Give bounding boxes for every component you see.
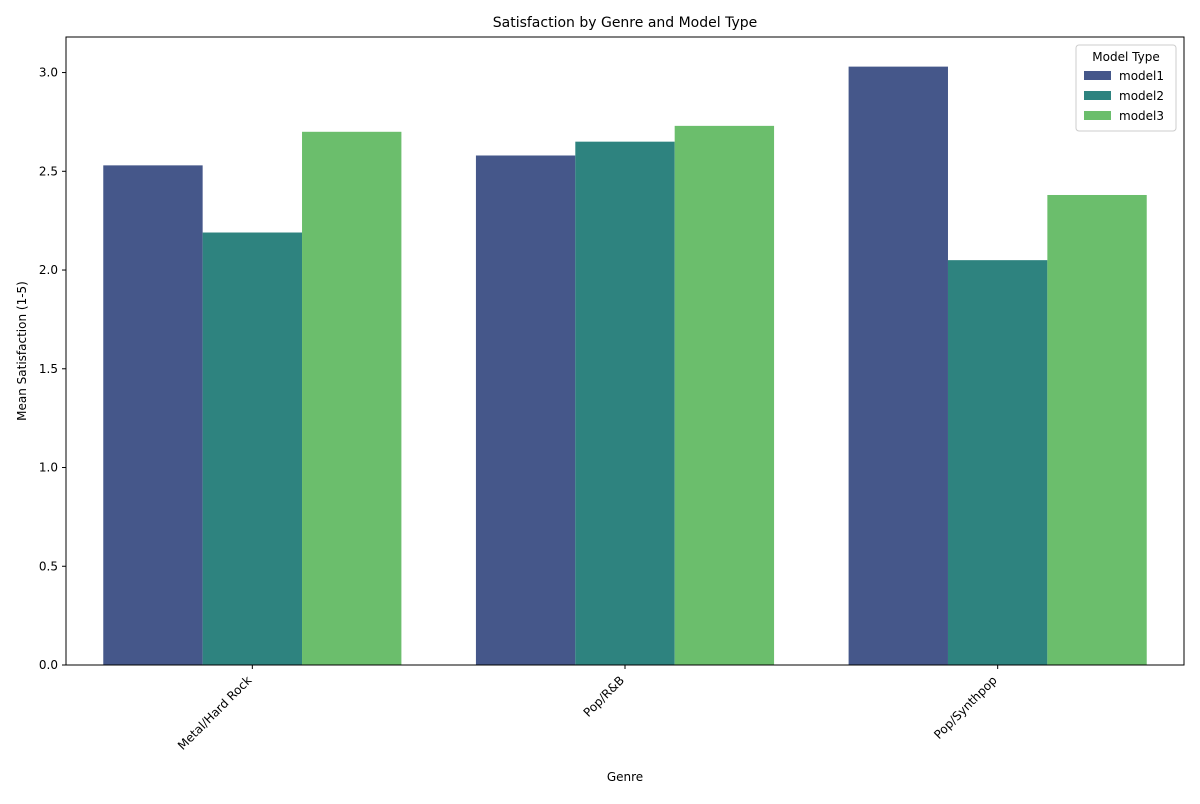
y-axis: 0.0 0.5 1.0 1.5 2.0 2.5 3.0 [39, 66, 66, 672]
legend: Model Type model1 model2 model3 [1075, 44, 1177, 132]
legend-label-model3: model3 [1119, 109, 1164, 123]
bars-group [103, 66, 1147, 666]
bar-model3-1 [674, 125, 775, 666]
y-tick-label-5: 2.5 [39, 164, 58, 178]
bar-model3-2 [1047, 194, 1147, 665]
legend-title: Model Type [1092, 50, 1159, 64]
bar-model2-2 [947, 260, 1048, 665]
y-tick-label-4: 2.0 [39, 263, 58, 277]
y-tick-label-1: 0.5 [39, 559, 58, 573]
x-axis: Metal/Hard Rock Pop/R&B Pop/Synthpop [175, 665, 1000, 753]
x-tick-label-2: Pop/Synthpop [931, 673, 1000, 742]
chart-title: Satisfaction by Genre and Model Type [493, 15, 758, 31]
y-tick-label-0: 0.0 [39, 658, 58, 672]
legend-box [1075, 44, 1177, 132]
legend-swatch-model1 [1084, 71, 1111, 80]
bar-model1-0 [103, 165, 203, 665]
bar-model3-0 [302, 131, 402, 665]
x-axis-label: Genre [607, 770, 643, 784]
legend-label-model2: model2 [1119, 89, 1164, 103]
legend-swatch-model3 [1084, 111, 1111, 120]
plot-frame [65, 36, 1185, 666]
y-tick-label-3: 1.5 [39, 362, 58, 376]
y-axis-label: Mean Satisfaction (1-5) [15, 281, 29, 421]
bar-model1-2 [848, 66, 948, 666]
x-tick-label-1: Pop/R&B [581, 673, 627, 719]
legend-label-model1: model1 [1119, 69, 1164, 83]
bar-model2-0 [202, 232, 303, 665]
y-tick-label-6: 3.0 [39, 66, 58, 80]
bar-model2-1 [575, 141, 675, 665]
x-tick-label-0: Metal/Hard Rock [175, 673, 255, 753]
y-tick-label-2: 1.0 [39, 461, 58, 475]
bar-model1-1 [475, 155, 576, 665]
legend-swatch-model2 [1084, 91, 1111, 100]
